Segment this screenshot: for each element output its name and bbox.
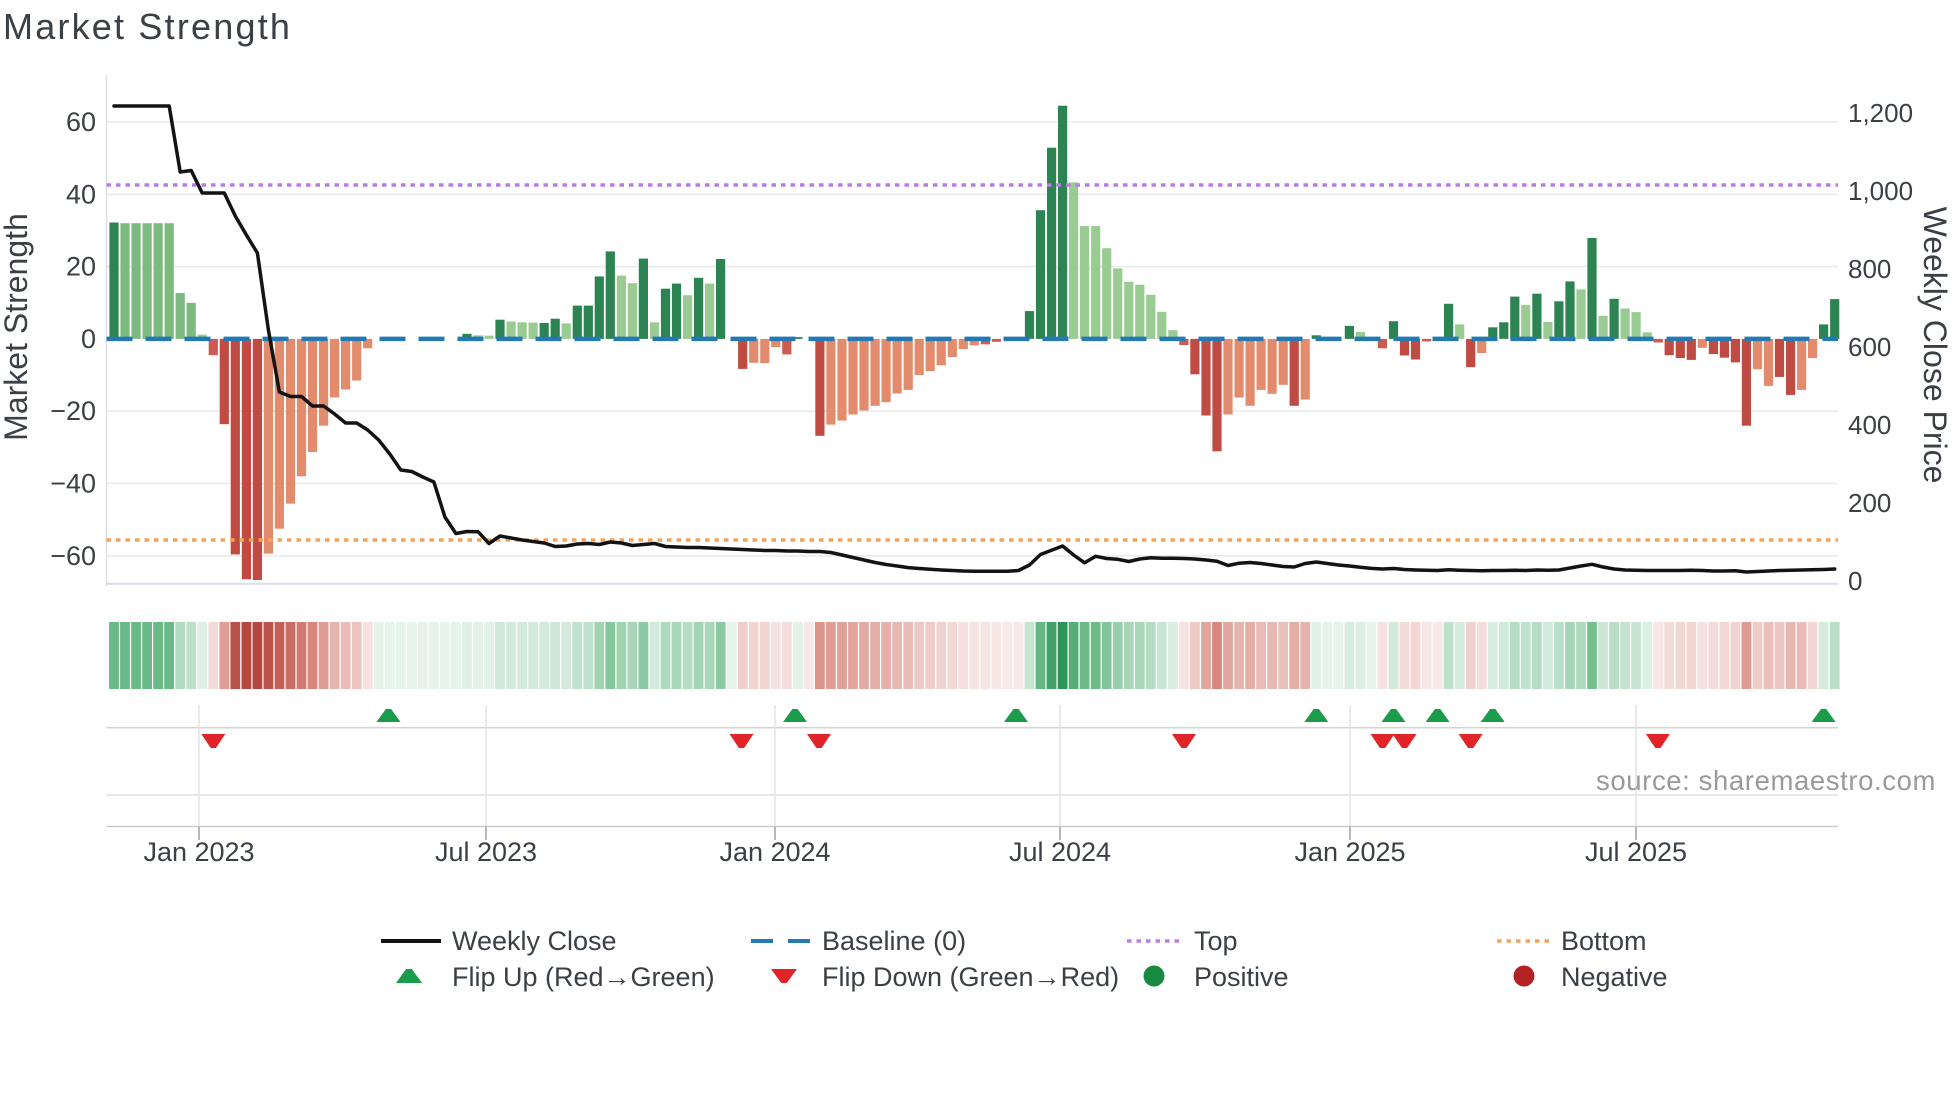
svg-text:Baseline (0): Baseline (0) (822, 926, 966, 956)
svg-text:1,000: 1,000 (1848, 176, 1913, 206)
svg-text:600: 600 (1848, 332, 1891, 362)
svg-text:400: 400 (1848, 410, 1891, 440)
svg-text:Jan 2023: Jan 2023 (143, 837, 254, 867)
svg-text:Jan 2025: Jan 2025 (1294, 837, 1405, 867)
svg-text:20: 20 (66, 252, 96, 282)
svg-text:Jul 2024: Jul 2024 (1009, 837, 1111, 867)
svg-text:−20: −20 (50, 396, 96, 426)
svg-text:40: 40 (66, 179, 96, 209)
svg-text:0: 0 (81, 324, 96, 354)
svg-text:−40: −40 (50, 469, 96, 499)
svg-text:1,200: 1,200 (1848, 98, 1913, 128)
svg-text:Jan 2024: Jan 2024 (719, 837, 830, 867)
svg-text:Market Strength: Market Strength (3, 6, 292, 47)
svg-text:Top: Top (1194, 926, 1238, 956)
svg-text:Negative: Negative (1561, 962, 1668, 992)
svg-text:Flip Down (Green→Red): Flip Down (Green→Red) (822, 962, 1119, 992)
svg-text:0: 0 (1848, 566, 1862, 596)
svg-text:source: sharemaestro.com: source: sharemaestro.com (1596, 765, 1936, 796)
svg-text:Weekly Close Price: Weekly Close Price (1917, 207, 1953, 484)
svg-text:200: 200 (1848, 488, 1891, 518)
svg-text:Positive: Positive (1194, 962, 1289, 992)
svg-text:Market Strength: Market Strength (0, 213, 34, 441)
svg-text:Jul 2023: Jul 2023 (435, 837, 537, 867)
svg-text:60: 60 (66, 107, 96, 137)
svg-text:Bottom: Bottom (1561, 926, 1647, 956)
svg-text:Jul 2025: Jul 2025 (1585, 837, 1687, 867)
svg-text:−60: −60 (50, 541, 96, 571)
svg-text:Weekly Close: Weekly Close (452, 926, 617, 956)
svg-text:800: 800 (1848, 254, 1891, 284)
svg-text:Flip Up (Red→Green): Flip Up (Red→Green) (452, 962, 715, 992)
